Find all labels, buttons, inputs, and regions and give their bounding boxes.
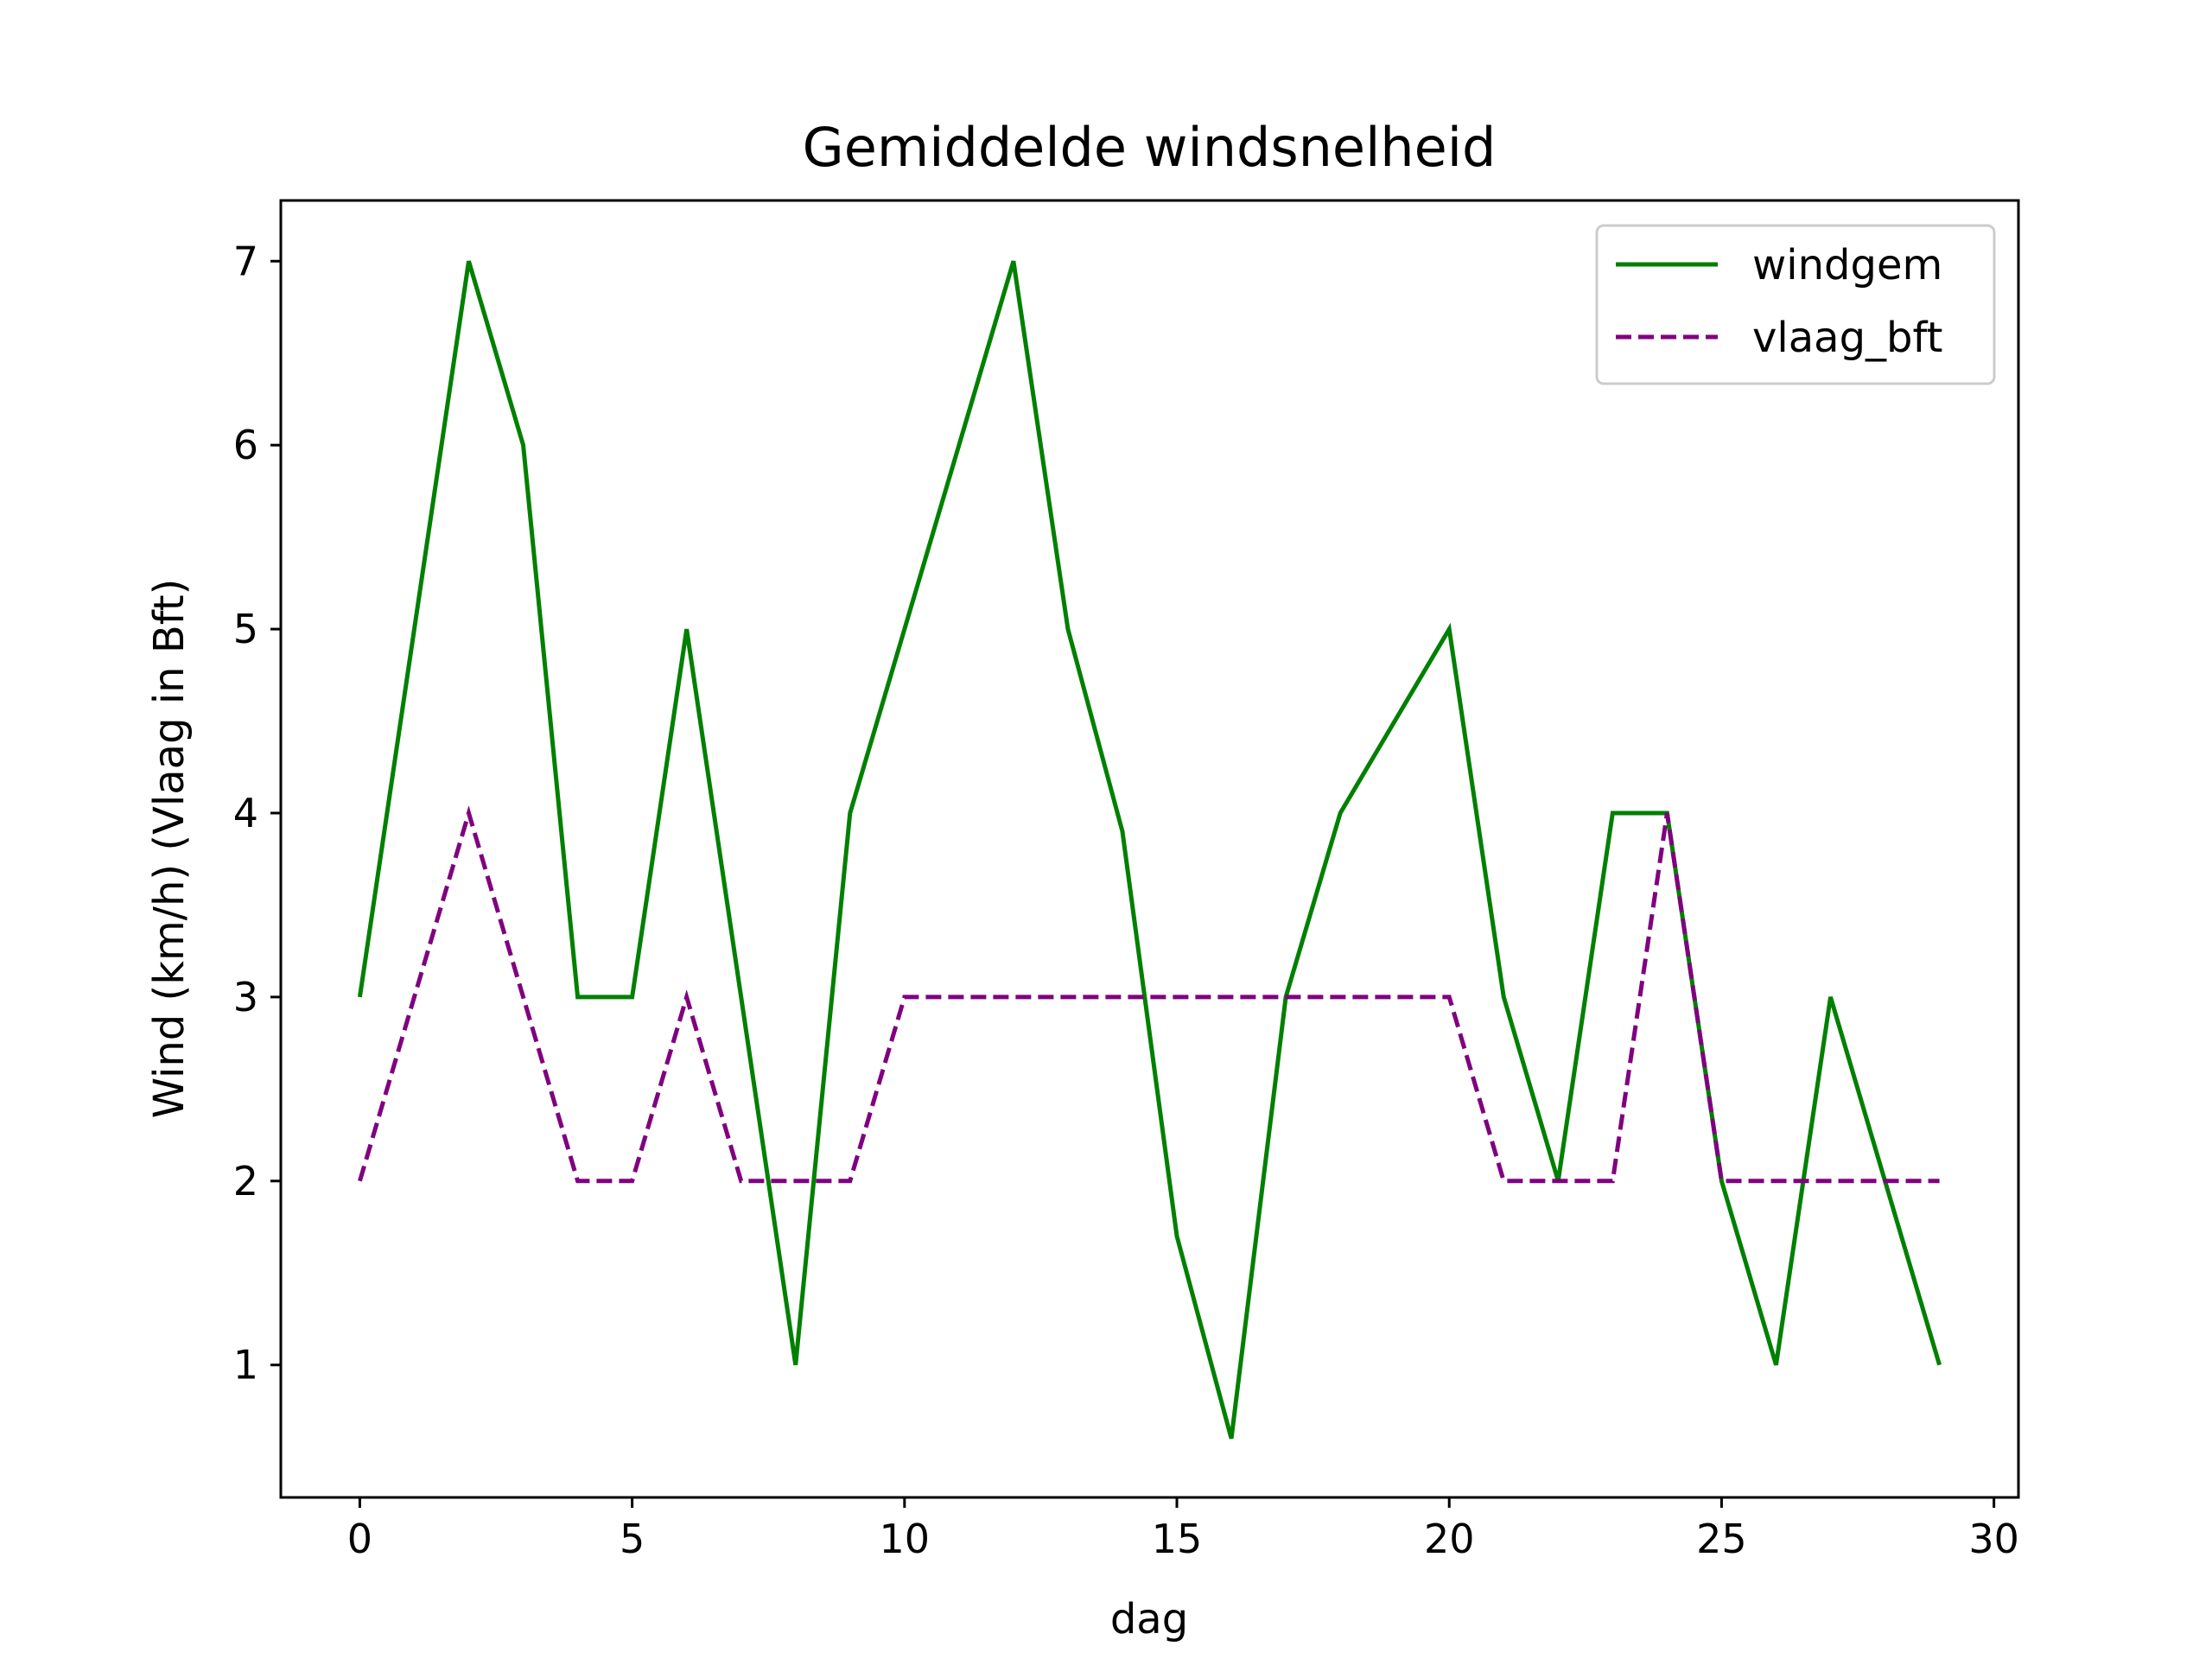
y-tick-label: 2 bbox=[233, 1158, 258, 1205]
legend-label-vlaag-bft: vlaag_bft bbox=[1752, 314, 1942, 362]
x-tick-label: 30 bbox=[1968, 1516, 2019, 1562]
x-tick-label: 0 bbox=[347, 1516, 372, 1562]
y-axis-label: Wind (km/h) (Vlaag in Bft) bbox=[145, 579, 194, 1119]
x-tick-label: 20 bbox=[1424, 1516, 1475, 1562]
y-tick-label: 1 bbox=[233, 1342, 258, 1389]
x-tick-label: 10 bbox=[880, 1516, 931, 1562]
x-tick-label: 15 bbox=[1152, 1516, 1203, 1562]
chart-title: Gemiddelde windsnelheid bbox=[803, 116, 1497, 179]
x-tick-label: 25 bbox=[1696, 1516, 1747, 1562]
plot-frame bbox=[279, 199, 2020, 1499]
y-tick-label: 4 bbox=[233, 790, 258, 836]
y-tick-label: 3 bbox=[233, 974, 258, 1020]
legend: windgem vlaag_bft bbox=[1595, 224, 1996, 385]
y-tick-label: 6 bbox=[233, 422, 258, 468]
series-line-vlaag-bft bbox=[358, 805, 1940, 1184]
y-tick-label: 7 bbox=[233, 238, 258, 284]
x-axis-label: dag bbox=[1110, 1595, 1188, 1643]
x-tick-label: 5 bbox=[620, 1516, 645, 1562]
y-tick-label: 5 bbox=[233, 606, 258, 652]
legend-label-windgem: windgem bbox=[1752, 241, 1942, 289]
